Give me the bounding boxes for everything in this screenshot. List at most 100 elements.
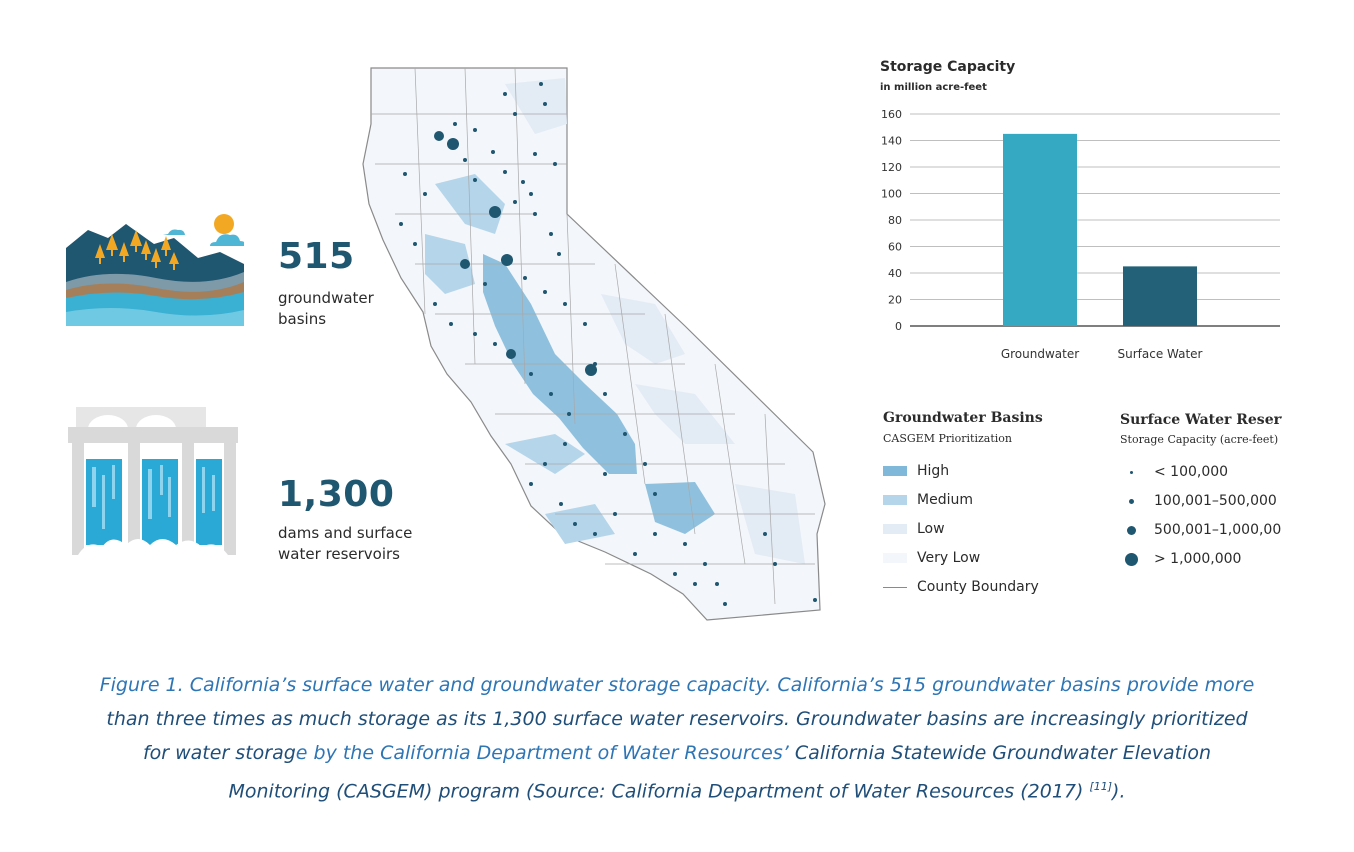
reservoir-dot (423, 192, 427, 196)
reservoir-dot-icon (1120, 525, 1142, 535)
dam-icon (68, 407, 238, 555)
reservoir-dot (673, 572, 677, 576)
caption-line3a: for water storag (142, 742, 296, 764)
legend-swatch (883, 524, 907, 534)
reservoir-dot-icon (1120, 552, 1142, 566)
legend-label: 100,001–500,000 (1154, 493, 1277, 509)
reservoir-dot (559, 502, 563, 506)
reservoir-dot (403, 172, 407, 176)
y-tick-label: 120 (881, 161, 902, 174)
reservoir-dot (723, 602, 727, 606)
reservoir-dot (521, 180, 525, 184)
reservoir-dot (549, 232, 553, 236)
y-tick-label: 160 (881, 108, 902, 121)
storage-capacity-chart: 0 20 40 60 80 100 120 140 160 Groundwater Surface … (881, 108, 1280, 361)
reservoir-dot (573, 522, 577, 526)
reservoir-dot (813, 598, 817, 602)
reservoir-dot (503, 92, 507, 96)
reservoir-dot (653, 532, 657, 536)
reservoir-dot (434, 131, 444, 141)
reservoir-dot (693, 582, 697, 586)
reservoir-dot (557, 252, 561, 256)
x-category-label: Groundwater (1001, 347, 1079, 361)
legend-label: Medium (917, 492, 973, 508)
caption-line2: than three times as much storage as its … (106, 708, 1248, 730)
y-tick-label: 140 (881, 135, 902, 148)
caption-end: ). (1112, 780, 1126, 803)
reservoir-dot (449, 322, 453, 326)
legend-swatch (883, 495, 907, 505)
reservoir-dot (529, 482, 533, 486)
groundwater-label-line2: basins (278, 310, 327, 328)
reservoir-dot (603, 392, 607, 396)
reservoirs-legend-title: Surface Water Reservo (1120, 412, 1282, 428)
reservoir-dot (763, 532, 767, 536)
reservoir-dot (653, 492, 657, 496)
reservoir-dot (543, 462, 547, 466)
basins-legend-subtitle: CASGEM Prioritization (883, 432, 1012, 445)
reservoir-dot (593, 532, 597, 536)
reservoirs-count: 1,300 (278, 474, 395, 515)
groundwater-basins-label: groundwater basins (278, 288, 374, 330)
reservoir-dot (399, 222, 403, 226)
reservoirs-label-line1: dams and surface (278, 524, 413, 542)
reservoir-dot (493, 342, 497, 346)
reservoirs-legend-subtitle: Storage Capacity (acre-feet) (1120, 433, 1279, 446)
groundwater-label-line1: groundwater (278, 289, 374, 307)
reservoir-dot (460, 259, 470, 269)
legend-label: County Boundary (917, 579, 1039, 595)
reservoir-dot (529, 192, 533, 196)
reservoir-dot (473, 128, 477, 132)
reservoir-dot (603, 472, 607, 476)
reservoir-dot (549, 392, 553, 396)
reservoir-dot (501, 254, 513, 266)
chart-subtitle: in million acre-feet (880, 82, 987, 93)
basins-legend-title: Groundwater Basins (883, 410, 1043, 426)
reservoir-dot (463, 158, 467, 162)
reservoir-dot (533, 212, 537, 216)
legend-label: < 100,000 (1154, 464, 1229, 480)
basin-high-central-valley (483, 254, 715, 534)
y-tick-label: 20 (888, 294, 902, 307)
reservoir-dot (513, 200, 517, 204)
reservoir-dot (447, 138, 459, 150)
y-tick-label: 0 (895, 320, 902, 333)
reservoir-dot (543, 102, 547, 106)
reservoirs-legend-item: > 1,000,000 (1120, 551, 1284, 567)
reservoir-dot (543, 290, 547, 294)
caption-line3b: e by the California Department of Water … (295, 742, 795, 764)
reservoir-dot (623, 432, 627, 436)
y-tick-label: 60 (888, 241, 902, 254)
reservoir-dot (585, 364, 597, 376)
x-category-label: Surface Water (1117, 347, 1202, 361)
reservoir-dot (567, 412, 571, 416)
chart-title: Storage Capacity (880, 59, 1016, 75)
reservoir-dot (643, 462, 647, 466)
legend-label: > 1,000,000 (1154, 551, 1242, 567)
reservoir-dot (529, 372, 533, 376)
groundwater-basins-count: 515 (278, 236, 355, 277)
bar-groundwater (1003, 133, 1077, 326)
mountain-forest-icon (66, 214, 244, 326)
reservoirs-legend-item: 500,001–1,000,00 (1120, 522, 1284, 538)
reservoir-dot (533, 152, 537, 156)
reservoir-dot (453, 122, 457, 126)
caption-line4: Monitoring (CASGEM) program (Source: Cal… (228, 780, 1090, 803)
reservoir-dot (491, 150, 495, 154)
reservoir-dot (633, 552, 637, 556)
reservoir-dot (513, 112, 517, 116)
reservoir-dot (563, 442, 567, 446)
reservoir-dots (399, 82, 817, 606)
basins-legend-item: Low (883, 521, 945, 537)
legend-label: Low (917, 521, 945, 537)
reservoir-dot (506, 349, 516, 359)
basins-legend-item: Medium (883, 492, 973, 508)
reservoir-dot (553, 162, 557, 166)
basin-low-regions (505, 78, 805, 564)
legend-label: 500,001–1,000,00 (1154, 522, 1282, 538)
basins-legend-item: High (883, 463, 949, 479)
reservoir-dot (703, 562, 707, 566)
reservoirs-label-line2: water reservoirs (278, 545, 400, 563)
legend-swatch (883, 466, 907, 476)
legend-label: Very Low (917, 550, 981, 566)
